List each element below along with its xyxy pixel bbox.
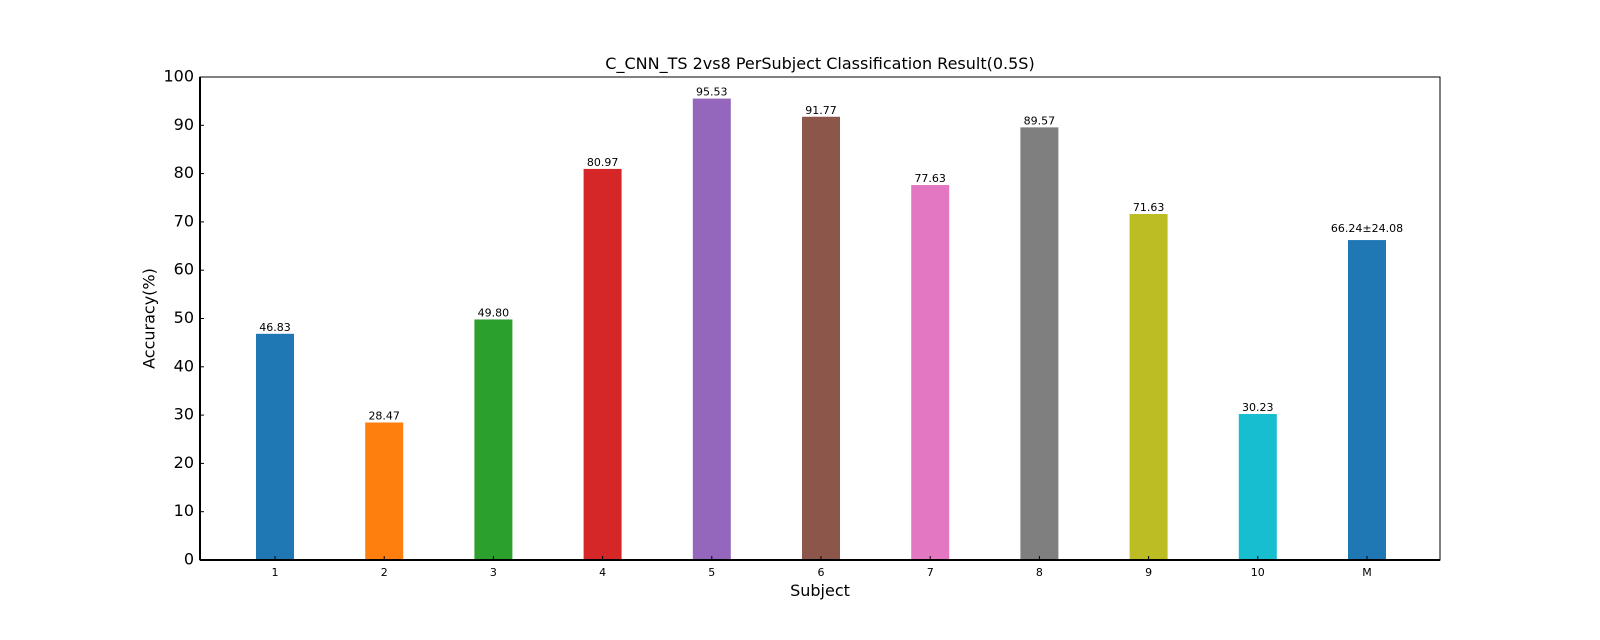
bar-series <box>256 98 1386 561</box>
bar-3 <box>474 319 513 560</box>
y-tick-label: 30 <box>174 405 194 424</box>
x-tick-label: 1 <box>272 566 279 579</box>
bar-value-label: 28.47 <box>368 409 400 422</box>
bar-value-label: 49.80 <box>478 306 510 319</box>
bar-value-label: 30.23 <box>1242 401 1274 414</box>
bar-5 <box>692 98 731 561</box>
y-tick-label: 10 <box>174 501 194 520</box>
bar-value-label: 66.24±24.08 <box>1331 222 1403 235</box>
bar-value-label: 95.53 <box>696 86 728 99</box>
bar-value-label: 71.63 <box>1133 201 1165 214</box>
bar-10 <box>1238 413 1277 560</box>
y-axis-ticks: 0 10 20 30 40 50 60 70 80 90 100 <box>163 67 204 569</box>
chart-title: C_CNN_TS 2vs8 PerSubject Classification … <box>605 54 1034 74</box>
y-tick-label: 80 <box>174 163 194 182</box>
y-tick-label: 50 <box>174 308 194 327</box>
y-tick-label: 60 <box>174 260 194 279</box>
x-tick-label: 4 <box>599 566 606 579</box>
bar-7 <box>911 185 950 560</box>
bar-6 <box>802 116 840 560</box>
bar-4 <box>583 168 622 560</box>
x-tick-label: 8 <box>1036 566 1043 579</box>
y-tick-label: 90 <box>174 115 194 134</box>
x-tick-label: 7 <box>927 566 934 579</box>
bar-M <box>1348 240 1386 561</box>
x-axis-label: Subject <box>790 581 850 600</box>
x-tick-label: 10 <box>1251 566 1265 579</box>
bar-9 <box>1129 214 1168 560</box>
bar-data-labels: 46.83 28.47 49.80 80.97 95.53 91.77 77.63 89.57… <box>259 86 1403 423</box>
x-tick-label: 5 <box>708 566 715 579</box>
x-tick-label: 2 <box>381 566 388 579</box>
bar-value-label: 46.83 <box>259 321 291 334</box>
bar-value-label: 80.97 <box>587 156 619 169</box>
y-tick-label: 0 <box>184 550 194 569</box>
bar-value-label: 91.77 <box>805 104 837 117</box>
x-tick-label: 9 <box>1145 566 1152 579</box>
x-tick-label: M <box>1362 566 1372 579</box>
x-tick-label: 3 <box>490 566 497 579</box>
bar-2 <box>365 422 404 560</box>
y-tick-label: 20 <box>174 453 194 472</box>
y-axis-label: Accuracy(%) <box>140 268 159 369</box>
y-tick-label: 40 <box>174 356 194 375</box>
bar-value-label: 89.57 <box>1024 114 1056 127</box>
bar-value-label: 77.63 <box>914 172 946 185</box>
x-tick-label: 6 <box>818 566 825 579</box>
bar-1 <box>256 333 294 560</box>
y-tick-label: 100 <box>163 67 194 86</box>
bar-8 <box>1020 127 1059 561</box>
y-tick-label: 70 <box>174 211 194 230</box>
